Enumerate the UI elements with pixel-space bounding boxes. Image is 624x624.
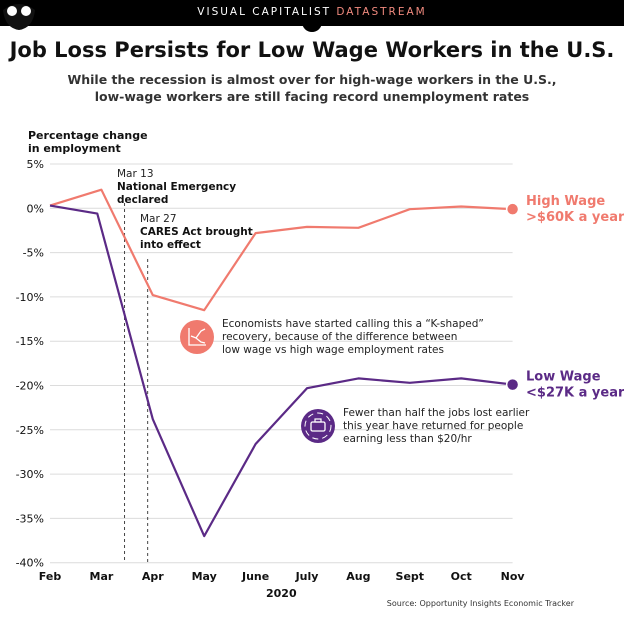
series-label: High Wage <box>526 194 605 209</box>
briefcase-handle <box>314 418 322 423</box>
series-label: Low Wage <box>526 370 601 385</box>
event-marker-date: Mar 27 <box>140 213 177 225</box>
annotation-text: this year have returned for people <box>343 420 523 432</box>
x-tick-label: Feb <box>39 570 62 583</box>
x-tick-label: Nov <box>501 570 526 583</box>
brand-prefix: VISUAL CAPITALIST <box>197 6 332 18</box>
series-label: >$60K a year <box>526 210 624 225</box>
y-tick-label: -35% <box>16 512 44 525</box>
brand-suffix: DATASTREAM <box>336 6 427 18</box>
top-banner <box>0 0 624 26</box>
event-marker-label: CARES Act brought <box>140 226 253 238</box>
x-tick-label: Mar <box>90 570 114 583</box>
subtitle-line-2: low-wage workers are still facing record… <box>94 89 530 104</box>
y-axis-label: in employment <box>28 142 121 155</box>
x-tick-label: June <box>241 570 269 583</box>
k-shaped-chart-up <box>190 328 206 339</box>
y-tick-label: -10% <box>16 291 44 304</box>
event-marker-label: declared <box>117 194 168 206</box>
x-tick-label: Aug <box>346 570 370 583</box>
k-shaped-chart-down <box>195 337 206 344</box>
event-marker-label: National Emergency <box>117 181 236 193</box>
y-tick-label: -30% <box>16 468 44 481</box>
y-tick-label: -5% <box>23 247 44 260</box>
series-label: <$27K a year <box>526 386 624 401</box>
annotation-text: Economists have started calling this a “… <box>222 318 484 330</box>
y-tick-label: 0% <box>27 202 44 215</box>
event-marker-label: into effect <box>140 239 201 251</box>
y-tick-label: -15% <box>16 335 44 348</box>
series-line <box>49 204 513 538</box>
briefcase-people-icon <box>301 409 335 443</box>
series-end-point <box>505 377 520 392</box>
event-marker-date: Mar 13 <box>117 168 154 180</box>
k-shaped-chart-axis <box>188 328 206 346</box>
chart-subtitle: While the recession is almost over for h… <box>40 71 584 105</box>
annotation-text: earning less than $20/hr <box>343 433 472 445</box>
series-end-point <box>505 202 520 216</box>
x-tick-label: July <box>295 570 319 583</box>
visual-capitalist-logo-icon <box>3 4 35 30</box>
y-axis-label: Percentage change <box>28 129 148 142</box>
annotation-text: recovery, because of the difference betw… <box>222 331 457 343</box>
y-tick-label: -20% <box>16 380 44 393</box>
x-tick-label: Apr <box>142 570 164 583</box>
annotation-text: Fewer than half the jobs lost earlier <box>343 407 530 419</box>
y-tick-label: -40% <box>16 557 44 570</box>
brand-name: VISUAL CAPITALIST DATASTREAM <box>0 6 624 18</box>
series-line <box>49 188 513 312</box>
subtitle-line-1: While the recession is almost over for h… <box>67 72 557 87</box>
chart-title: Job Loss Persists for Low Wage Workers i… <box>9 38 615 62</box>
banner-notch <box>302 22 322 32</box>
y-tick-label: 5% <box>27 158 44 171</box>
source-note: Source: Opportunity Insights Economic Tr… <box>387 599 575 608</box>
y-tick-label: -25% <box>16 424 44 437</box>
x-tick-label: May <box>192 570 217 583</box>
x-axis-label: 2020 <box>266 587 297 600</box>
annotation-text: low wage vs high wage employment rates <box>222 344 444 356</box>
x-tick-label: Sept <box>396 570 425 583</box>
x-tick-label: Oct <box>451 570 472 583</box>
people-ring <box>304 412 332 440</box>
